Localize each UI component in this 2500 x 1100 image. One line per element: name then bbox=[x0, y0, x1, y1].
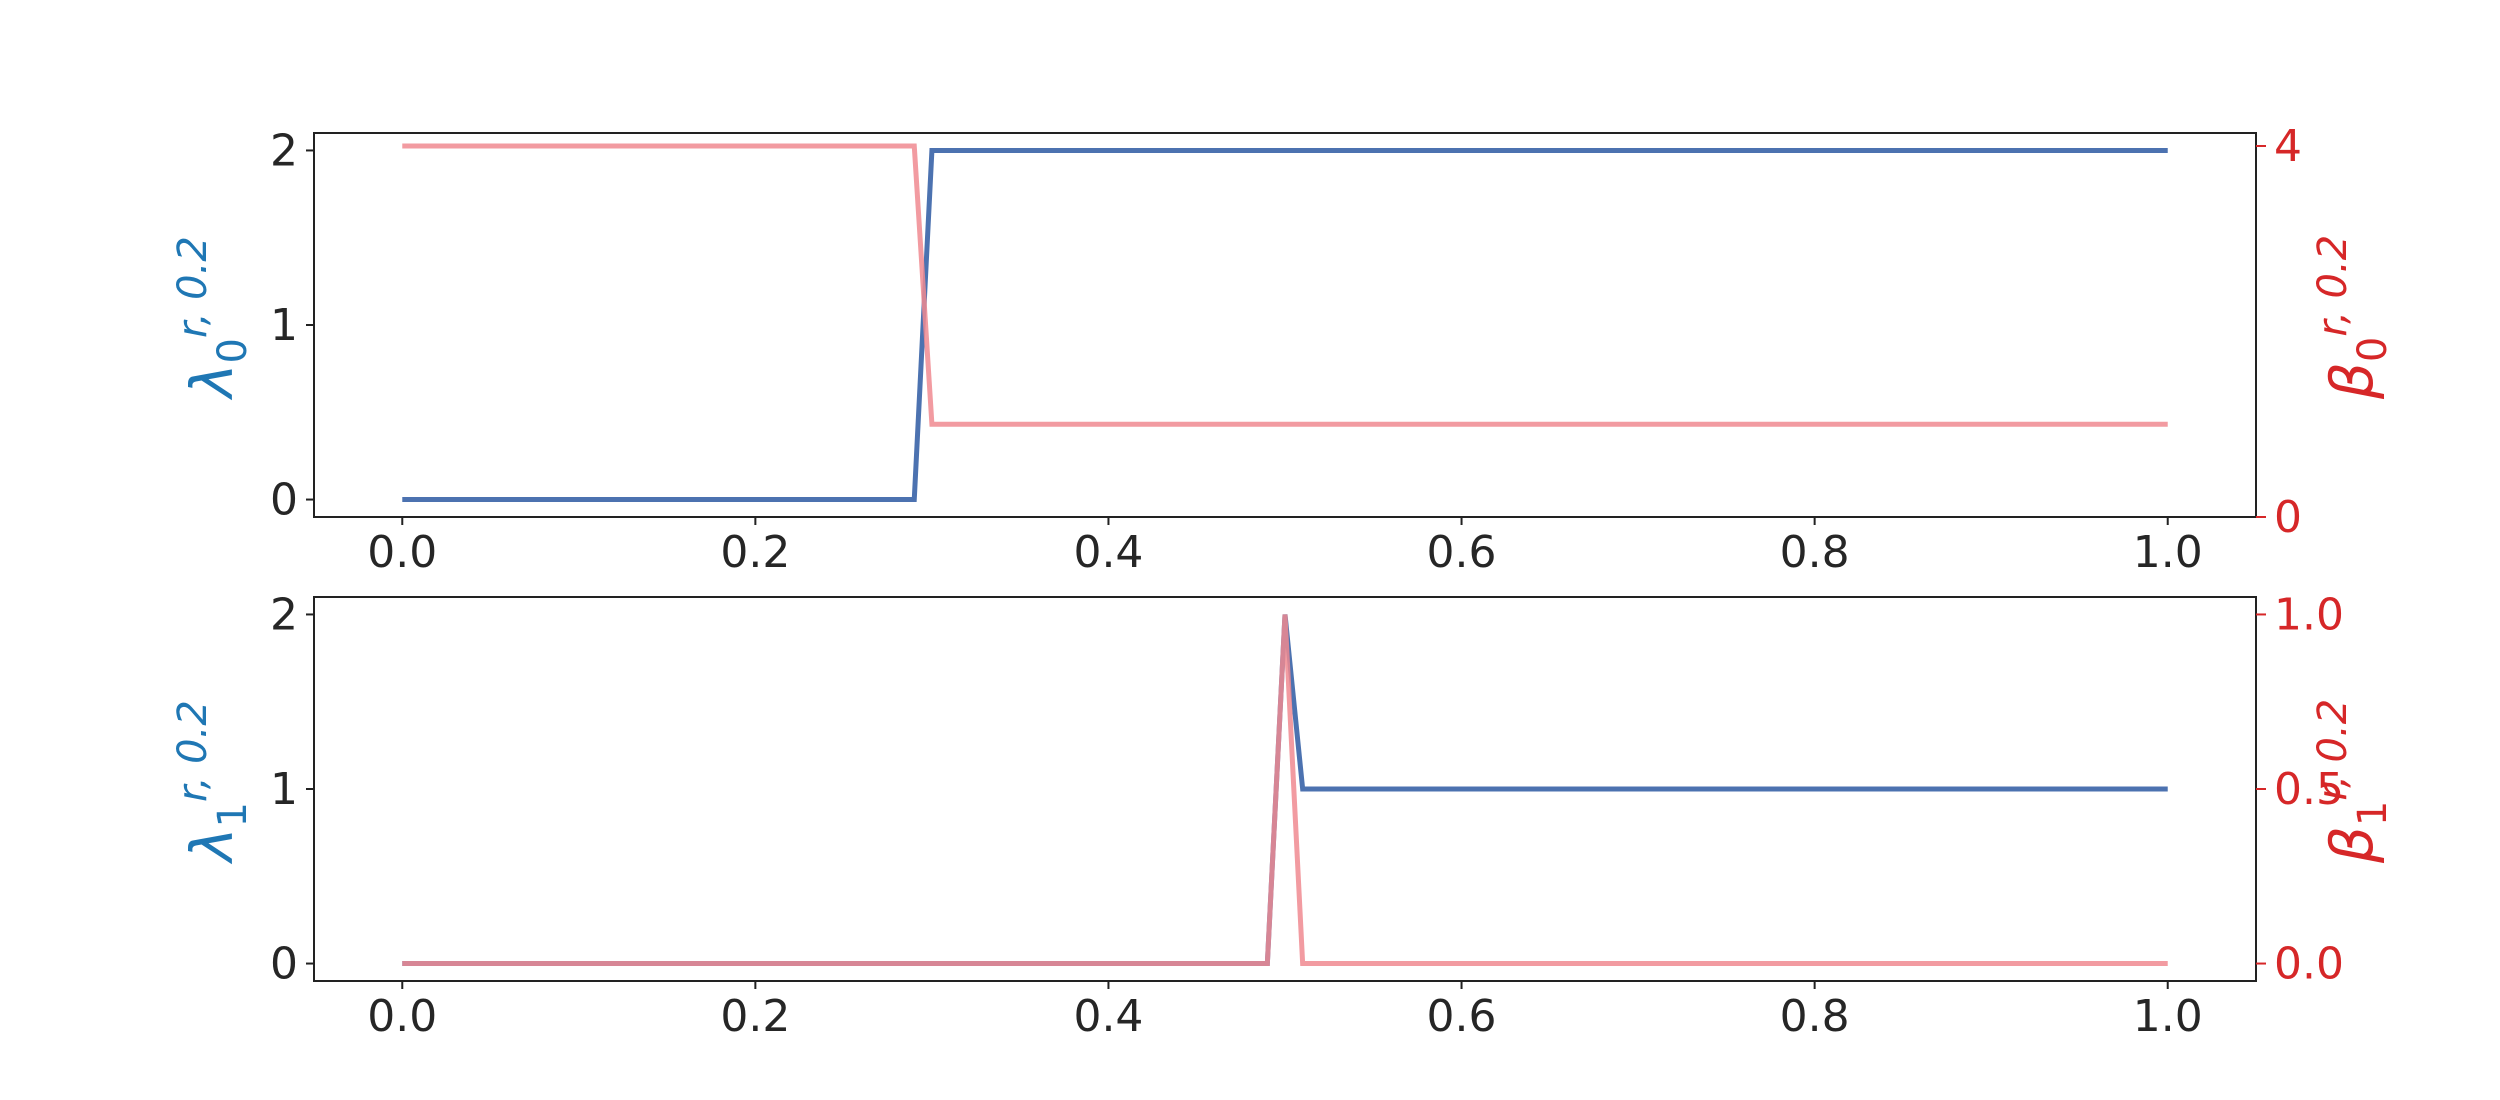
plot-frame bbox=[313, 132, 2257, 518]
y-tick-label: 0 bbox=[270, 475, 298, 526]
axis-label: β0r, 0.2 bbox=[2310, 235, 2396, 400]
x-tick-label: 0.2 bbox=[720, 991, 790, 1042]
y-tick-label: 2 bbox=[270, 125, 298, 176]
label-sub: 0 bbox=[210, 338, 256, 363]
series-line bbox=[402, 143, 2168, 427]
axis-label: β1r, 0.2 bbox=[2310, 699, 2396, 864]
label-sup: r, 0.2 bbox=[2310, 699, 2356, 801]
series-line bbox=[402, 147, 2168, 503]
x-tick-label: 0.0 bbox=[367, 527, 437, 578]
label-sup: r, 0.2 bbox=[170, 236, 216, 338]
y-tick-label: 1 bbox=[270, 764, 298, 815]
x-tick-label: 0.4 bbox=[1073, 991, 1143, 1042]
x-tick-label: 0.6 bbox=[1427, 527, 1497, 578]
x-tick-label: 0.0 bbox=[367, 991, 437, 1042]
y2-tick-label: 4 bbox=[2274, 121, 2302, 172]
x-tick-label: 0.4 bbox=[1073, 527, 1143, 578]
series-line bbox=[402, 614, 2168, 967]
x-tick-label: 1.0 bbox=[2133, 991, 2203, 1042]
label-base: λ bbox=[178, 363, 246, 400]
series-line bbox=[402, 614, 2168, 967]
x-tick-label: 1.0 bbox=[2133, 527, 2203, 578]
y2-tick-label: 0.5 bbox=[2274, 764, 2344, 815]
label-sup: r, 0.2 bbox=[170, 700, 216, 802]
label-sup: r, 0.2 bbox=[2310, 235, 2356, 337]
x-tick-label: 0.8 bbox=[1780, 527, 1850, 578]
label-sub: 1 bbox=[2350, 801, 2396, 826]
label-base: β bbox=[2318, 362, 2386, 400]
y2-tick-label: 0 bbox=[2274, 492, 2302, 543]
x-tick-label: 0.8 bbox=[1780, 991, 1850, 1042]
label-sub: 0 bbox=[2350, 337, 2396, 362]
y2-tick-label: 0.0 bbox=[2274, 939, 2344, 990]
axis-label: λ1r, 0.2 bbox=[170, 700, 256, 865]
y-tick-label: 2 bbox=[270, 589, 298, 640]
y-tick-label: 1 bbox=[270, 300, 298, 351]
x-tick-label: 0.2 bbox=[720, 527, 790, 578]
label-base: β bbox=[2318, 826, 2386, 864]
y2-tick-label: 1.0 bbox=[2274, 589, 2344, 640]
label-sub: 1 bbox=[210, 802, 256, 827]
x-tick-label: 0.6 bbox=[1427, 991, 1497, 1042]
axis-label: λ0r, 0.2 bbox=[170, 236, 256, 401]
label-base: λ bbox=[178, 827, 246, 864]
y-tick-label: 0 bbox=[270, 939, 298, 990]
